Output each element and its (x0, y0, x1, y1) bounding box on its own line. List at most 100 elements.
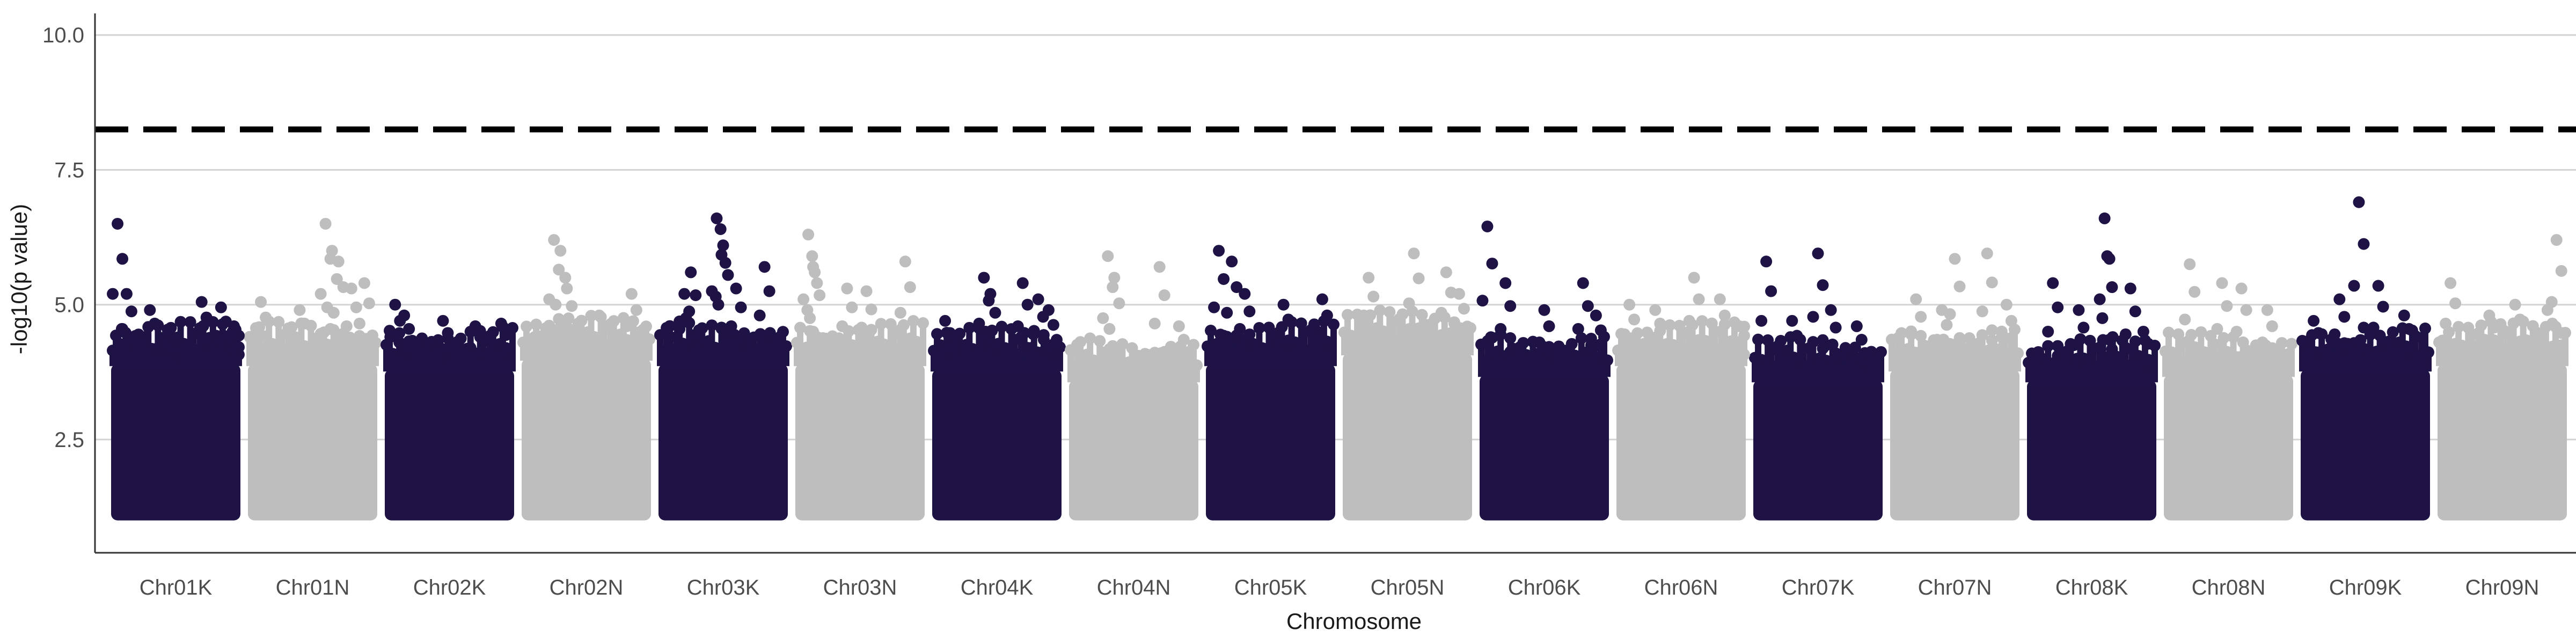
snp-point (2132, 350, 2145, 362)
snp-point (1445, 327, 1457, 339)
snp-point (1168, 347, 1180, 360)
snp-point (598, 320, 610, 332)
chromosome-dense-region (1206, 364, 1335, 521)
snp-point (500, 329, 512, 341)
snp-point (139, 331, 151, 343)
snp-point (2142, 362, 2154, 374)
fringe-stem (2288, 343, 2295, 377)
snp-point (384, 331, 397, 343)
snp-point (678, 288, 691, 300)
snp-point (168, 338, 180, 350)
snp-point (984, 288, 997, 300)
snp-point (1577, 277, 1589, 289)
snp-point (1440, 266, 1452, 279)
snp-point (1986, 334, 1998, 347)
snp-point (1177, 361, 1190, 373)
chromosome-dense-region (658, 364, 788, 521)
fringe-stem (1467, 328, 1474, 356)
snp-point (2240, 304, 2252, 316)
snp-point (2329, 328, 2341, 340)
snp-point (1812, 247, 1824, 260)
snp-point (1108, 272, 1121, 284)
snp-point (1027, 328, 1040, 340)
y-tick-label: 5.0 (54, 294, 84, 317)
snp-point (337, 332, 349, 345)
snp-point (250, 327, 262, 339)
snp-point (1413, 272, 1425, 284)
x-tick-label: Chr01K (140, 576, 213, 599)
snp-point (1683, 314, 1695, 327)
snp-point (719, 257, 731, 269)
snp-point (1113, 297, 1125, 310)
snp-point (1367, 290, 1380, 303)
snp-point (1718, 309, 1731, 321)
snp-point (2377, 342, 2389, 355)
snp-point (939, 314, 952, 327)
snp-point (125, 305, 137, 318)
snp-point (944, 327, 956, 339)
snp-point (1590, 309, 1602, 321)
snp-point (389, 298, 401, 311)
snp-point (2052, 350, 2064, 362)
x-tick-labels: Chr01K Chr01N Chr02K Chr02N Chr03K Chr03N Chr0… (140, 576, 2540, 599)
snp-point (2514, 343, 2526, 355)
snp-point (753, 309, 766, 321)
snp-point (2449, 297, 2462, 310)
snp-point (210, 330, 222, 342)
snp-point (200, 342, 213, 355)
snp-point (116, 253, 129, 265)
snp-point (1981, 247, 1993, 260)
snp-point (394, 347, 406, 360)
snp-point (255, 296, 267, 308)
snp-point (1649, 304, 1662, 316)
snp-point (2184, 258, 2196, 270)
snp-point (717, 239, 729, 252)
snp-point (215, 301, 227, 313)
snp-point (2546, 345, 2558, 357)
snp-point (2308, 314, 2320, 327)
fringe-stem (2425, 352, 2432, 372)
snp-point (2358, 238, 2370, 250)
snp-point (2256, 336, 2268, 349)
chromosome-dense-region (522, 358, 651, 521)
snp-point (314, 288, 327, 300)
snp-point (2509, 298, 2521, 311)
snp-point (973, 317, 985, 330)
snp-point (630, 336, 642, 349)
snp-point (1097, 312, 1109, 324)
snp-point (989, 345, 1001, 357)
snp-point (2106, 281, 2118, 294)
snp-point (1941, 319, 1953, 331)
chromosome-dense-region (1069, 380, 1198, 521)
snp-point (2546, 317, 2558, 330)
snp-point (2216, 277, 2228, 289)
snp-point (1486, 258, 1498, 270)
snp-point (260, 342, 272, 355)
snp-point (1594, 354, 1607, 366)
snp-point (1148, 317, 1161, 330)
snp-point (1282, 343, 1294, 355)
snp-point (2068, 339, 2080, 352)
snp-point (1976, 305, 1988, 318)
snp-point (1619, 328, 1631, 340)
snp-point (228, 320, 240, 332)
x-tick-label: Chr05K (1234, 576, 1307, 599)
snp-point (1765, 285, 1777, 297)
x-tick-label: Chr04K (961, 576, 1034, 599)
snp-point (524, 342, 536, 354)
snp-point (2230, 325, 2243, 338)
snp-point (2235, 282, 2248, 295)
snp-point (2124, 282, 2136, 295)
snp-point (437, 314, 449, 327)
snp-point (1543, 320, 1555, 332)
snp-point (2103, 334, 2116, 346)
snp-point (2189, 286, 2201, 298)
snp-point (1243, 340, 1256, 353)
snp-point (1499, 277, 1512, 289)
snp-point (2240, 347, 2252, 360)
chromosome-dense-region (2164, 375, 2293, 521)
x-tick-label: Chr05N (1371, 576, 1445, 599)
snp-point (711, 212, 723, 224)
snp-point (865, 340, 877, 352)
